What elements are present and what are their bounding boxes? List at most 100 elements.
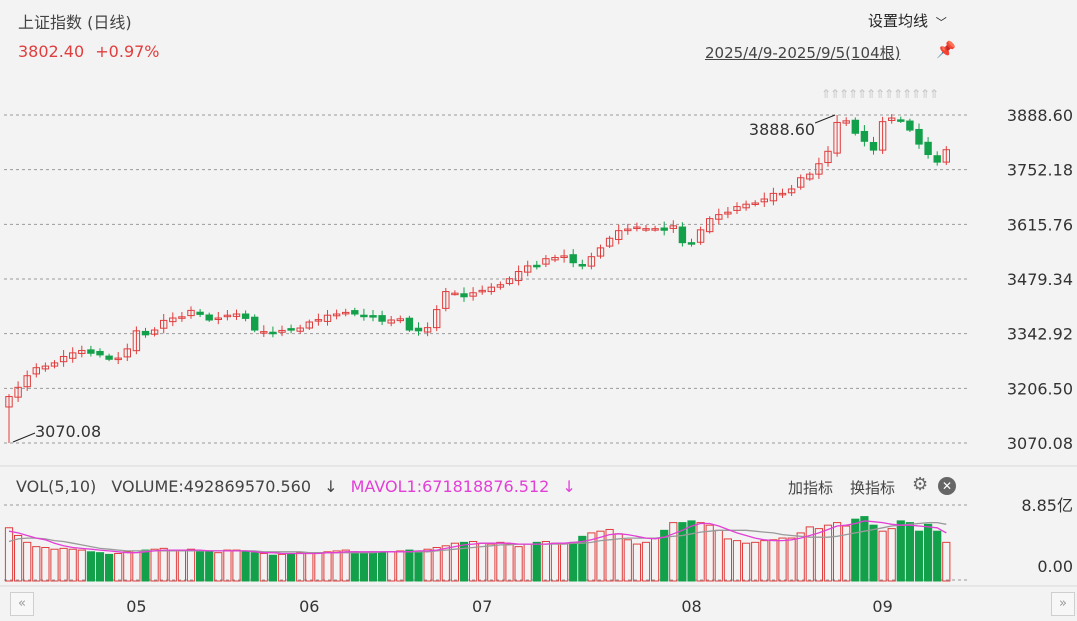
candle-up xyxy=(669,225,677,229)
vol-label: VOL(5,10) xyxy=(16,477,97,496)
candle-down xyxy=(869,141,878,151)
candle-down xyxy=(105,355,113,360)
signal-arrow-icon: ⇑ xyxy=(830,87,840,101)
candle-up xyxy=(160,319,168,329)
volume-bar-down xyxy=(687,520,696,582)
signal-arrow-icon: ⇑ xyxy=(893,87,903,101)
candle-up xyxy=(760,198,768,203)
volume-bar-up xyxy=(514,546,523,582)
volume-bar-up xyxy=(523,543,532,582)
volume-bar-up xyxy=(59,547,68,582)
candle-up xyxy=(651,228,659,231)
volume-bar-up xyxy=(50,548,59,582)
volume-bar-up xyxy=(887,528,896,582)
low-annotation: 3070.08 xyxy=(35,422,101,441)
candle-up xyxy=(50,362,59,367)
volume-bar-up xyxy=(296,552,305,582)
ma-settings-button[interactable]: 设置均线 ﹀ xyxy=(868,10,947,31)
volume-bar-up xyxy=(614,533,623,582)
add-indicator-button[interactable]: 加指标 xyxy=(788,479,834,497)
volume-bar-up xyxy=(814,528,823,582)
price-change: +0.97% xyxy=(95,42,160,61)
volume-bar-up xyxy=(714,529,723,582)
swap-indicator-button[interactable]: 换指标 xyxy=(850,479,896,497)
volume-bar-up xyxy=(723,538,732,582)
volume-bar-up xyxy=(150,548,159,582)
candle-up xyxy=(496,284,505,288)
volume-bar-down xyxy=(141,549,150,582)
candle-up xyxy=(624,228,632,232)
volume-down-arrow-icon: ↓ xyxy=(324,477,338,496)
pin-icon[interactable]: 📌 xyxy=(936,40,956,59)
volume-bar-up xyxy=(332,550,341,582)
candle-up xyxy=(551,256,559,261)
candle-up xyxy=(524,265,532,273)
volume-bar-up xyxy=(423,548,432,582)
scroll-left-button[interactable]: « xyxy=(10,592,34,616)
candle-down xyxy=(533,264,541,268)
x-tick-label: 06 xyxy=(299,597,319,616)
candle-up xyxy=(815,163,823,175)
volume-bar-up xyxy=(560,543,569,582)
volume-bar-down xyxy=(933,530,942,582)
candle-up xyxy=(888,117,896,121)
candle-down xyxy=(205,314,213,321)
candle-up xyxy=(123,348,131,358)
y-tick-label: 3479.34 xyxy=(1007,270,1073,289)
volume-bar-up xyxy=(4,527,14,582)
volume-bar-up xyxy=(696,522,705,582)
close-icon[interactable]: ✕ xyxy=(938,477,956,495)
volume-bar-up xyxy=(214,552,223,582)
candle-up xyxy=(114,357,122,361)
volume-bar-down xyxy=(196,550,205,582)
volume-bar-up xyxy=(751,541,760,582)
volume-bar-up xyxy=(123,551,132,582)
scroll-right-button[interactable]: » xyxy=(1051,592,1075,616)
mavol-value: MAVOL1:671818876.512 xyxy=(350,477,550,496)
candle-down xyxy=(678,226,687,244)
y-tick-label: 3070.08 xyxy=(1007,434,1073,453)
volume-bar-down xyxy=(532,541,541,582)
candle-up xyxy=(615,230,623,240)
high-annotation: 3888.60 xyxy=(749,120,815,139)
volume-bar-up xyxy=(769,539,778,582)
vol-tick-label: 0.00 xyxy=(1037,557,1073,576)
volume-bar-up xyxy=(186,548,196,582)
volume-bar-up xyxy=(487,543,496,582)
candle-up xyxy=(260,331,268,334)
candle-up xyxy=(724,211,732,215)
volume-bar-down xyxy=(851,518,860,582)
mavol-down-arrow-icon: ↓ xyxy=(562,477,576,496)
signal-arrow-icon: ⇑ xyxy=(821,87,831,101)
candle-down xyxy=(269,331,277,335)
signal-arrow-icon: ⇑ xyxy=(902,87,912,101)
candle-down xyxy=(360,314,368,318)
candle-up xyxy=(433,309,441,329)
date-range-link[interactable]: 2025/4/9-2025/9/5(104根) xyxy=(705,44,901,62)
volume-bar-up xyxy=(23,541,32,582)
candle-up xyxy=(715,214,723,220)
volume-bar-down xyxy=(569,541,578,582)
vol-tick-label: 8.85亿 xyxy=(1021,496,1073,515)
volume-bar-down xyxy=(105,553,114,582)
volume-bar-down xyxy=(414,550,423,582)
candle-up xyxy=(150,329,159,335)
candle-down xyxy=(251,316,259,331)
volume-bar-up xyxy=(623,539,632,582)
gear-icon[interactable]: ⚙ xyxy=(912,474,929,495)
candle-up xyxy=(778,192,787,196)
x-tick-label: 07 xyxy=(472,597,492,616)
volume-bar-up xyxy=(878,530,887,582)
candle-up xyxy=(596,247,605,257)
candle-up xyxy=(214,317,223,321)
candle-up xyxy=(478,289,486,293)
signal-arrow-icon: ⇑ xyxy=(866,87,876,101)
x-tick-label: 08 xyxy=(681,597,701,616)
candle-down xyxy=(241,313,250,319)
y-tick-label: 3342.92 xyxy=(1007,325,1073,344)
signal-arrow-icon: ⇑ xyxy=(875,87,885,101)
volume-bar-up xyxy=(41,547,50,582)
volume-bar-down xyxy=(869,524,878,582)
candle-down xyxy=(924,141,932,156)
